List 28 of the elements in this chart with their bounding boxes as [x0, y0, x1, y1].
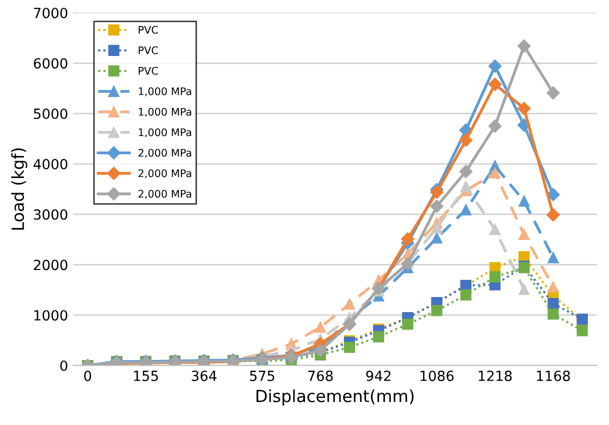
legend-label: 2,000 MPa	[138, 148, 192, 158]
x-tick-label: 364	[192, 370, 216, 382]
x-tick-label: 575	[250, 370, 274, 382]
x-tick-label: 1218	[478, 370, 512, 382]
y-tick-label: 2000	[34, 260, 68, 270]
y-tick-label: 5000	[34, 108, 68, 120]
x-tick-label: 768	[308, 370, 333, 382]
x-tick-label: 155	[134, 370, 158, 382]
legend-label: PVC	[138, 26, 158, 34]
legend-label: 1,000 MPa	[138, 87, 192, 96]
x-tick-label: 942	[366, 370, 390, 382]
y-tick-label: 0	[60, 360, 68, 371]
legend-label: 1,000 MPa	[138, 128, 192, 138]
legend-label: 2,000 MPa	[138, 190, 192, 199]
x-tick-label: 0	[84, 370, 92, 382]
x-tick-label: 1168	[537, 370, 570, 382]
x-tick-label: 1086	[420, 370, 454, 382]
legend-label: 1,000 MPa	[138, 108, 192, 117]
y-tick-label: 1000	[34, 310, 68, 321]
y-tick-label: 7000	[34, 8, 68, 18]
y-axis-title: Load (kgf)	[11, 148, 28, 230]
y-tick-label: 3000	[34, 209, 68, 220]
legend-label: 2,000 MPa	[138, 169, 192, 178]
y-tick-label: 6000	[34, 58, 68, 69]
legend-label: PVC	[138, 66, 158, 75]
x-axis-title: Displacement(mm)	[256, 389, 414, 406]
y-tick-label: 4000	[34, 158, 68, 170]
legend-label: PVC	[138, 46, 158, 54]
